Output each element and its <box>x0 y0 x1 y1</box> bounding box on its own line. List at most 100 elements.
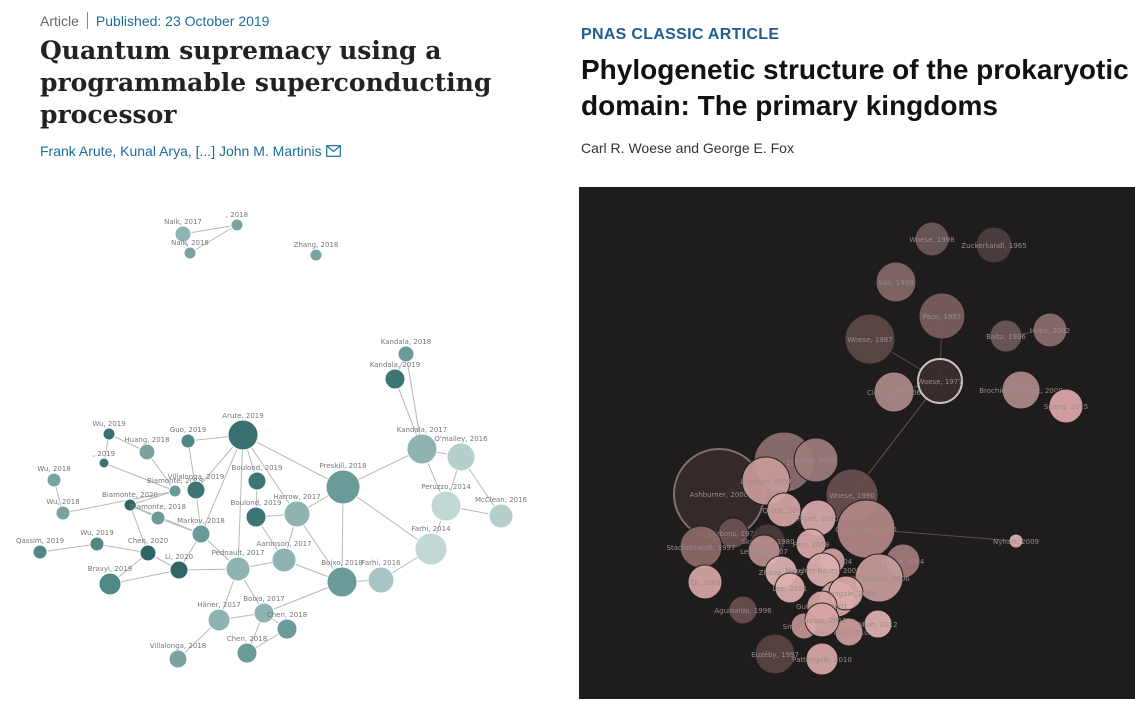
network-node[interactable]: Nyhart, 2009 <box>993 533 1039 549</box>
node-circle[interactable] <box>207 608 231 632</box>
node-circle[interactable] <box>367 566 395 594</box>
node-circle[interactable] <box>174 225 192 243</box>
network-node[interactable]: Wu, 2018 <box>37 465 71 488</box>
node-circle[interactable] <box>55 505 71 521</box>
node-circle[interactable] <box>989 319 1023 353</box>
network-node[interactable]: Kandala, 2019 <box>370 361 420 390</box>
network-node[interactable]: Chen, 2018 <box>267 611 307 640</box>
network-node[interactable]: Huang, 2018 <box>124 436 170 461</box>
network-node[interactable]: Gibbons, 1978 <box>708 517 759 549</box>
node-circle[interactable] <box>98 572 122 596</box>
node-circle[interactable] <box>488 503 514 529</box>
network-node[interactable]: Markov, 2018 <box>177 517 225 544</box>
node-circle[interactable] <box>863 609 893 639</box>
node-circle[interactable] <box>975 226 1013 264</box>
network-node[interactable]: Aguinaldo, 1996 <box>714 595 772 625</box>
network-node[interactable]: Ciccarelli, 2006 <box>867 371 922 413</box>
node-circle[interactable] <box>283 500 311 528</box>
network-node[interactable]: Farhi, 2014 <box>411 525 451 566</box>
network-node[interactable]: Boulond, 2019 <box>232 464 283 491</box>
network-node[interactable]: Wu, 2019 <box>80 529 114 552</box>
network-node[interactable]: Pace, 1997 <box>918 292 966 340</box>
network-node[interactable]: Preskill, 2018 <box>320 462 367 505</box>
network-node[interactable]: Lagesen, 2007 <box>740 456 792 506</box>
node-circle[interactable] <box>918 292 966 340</box>
node-circle[interactable] <box>754 633 796 675</box>
node-circle[interactable] <box>1032 312 1068 348</box>
node-circle[interactable] <box>875 261 917 303</box>
node-circle[interactable] <box>168 649 188 669</box>
node-circle[interactable] <box>186 480 206 500</box>
node-circle[interactable] <box>227 419 259 451</box>
citation-network-left[interactable]: Naik, 2017 , 2018 Naik, 2018 Zhang, 2018 Kan… <box>0 200 560 690</box>
network-node[interactable]: Pednault, 2017 <box>212 549 265 582</box>
network-node[interactable]: McClean, 2016 <box>475 496 528 529</box>
network-node[interactable]: Chen, 2020 <box>128 537 168 562</box>
node-circle[interactable] <box>102 427 116 441</box>
node-circle[interactable] <box>805 642 839 676</box>
node-circle[interactable] <box>253 602 275 624</box>
node-circle[interactable] <box>397 345 415 363</box>
node-circle[interactable] <box>834 617 864 647</box>
network-node[interactable]: Peruzzo, 2014 <box>421 483 471 522</box>
network-node[interactable]: Pattengale, 2010 <box>792 642 852 676</box>
node-circle[interactable] <box>89 536 105 552</box>
network-node[interactable]: Arute, 2019 <box>222 412 264 451</box>
network-node[interactable]: Woese, 1977 <box>917 358 963 404</box>
network-node[interactable]: Quast, 2013 <box>763 492 806 528</box>
node-circle[interactable] <box>446 442 476 472</box>
node-circle[interactable] <box>123 498 137 512</box>
node-circle[interactable] <box>384 368 406 390</box>
network-node[interactable]: Aaronson, 2017 <box>256 540 312 573</box>
network-node[interactable]: Marchler-Bauer, 2009 <box>785 552 861 588</box>
node-circle[interactable] <box>687 564 723 600</box>
network-node[interactable]: Zil, 2009 <box>687 564 723 600</box>
node-circle[interactable] <box>414 532 448 566</box>
network-node[interactable]: Villalonga, 2018 <box>150 642 206 669</box>
node-circle[interactable] <box>236 642 258 664</box>
node-circle[interactable] <box>406 433 438 465</box>
network-node[interactable]: Wu, 2019 <box>92 420 126 441</box>
node-circle[interactable] <box>169 560 189 580</box>
node-circle[interactable] <box>247 471 267 491</box>
node-circle[interactable] <box>326 566 358 598</box>
node-circle[interactable] <box>917 358 963 404</box>
node-circle[interactable] <box>183 246 197 260</box>
network-node[interactable]: Lee, 2001 <box>773 572 808 604</box>
node-circle[interactable] <box>230 218 244 232</box>
network-node[interactable]: Häner, 2017 <box>197 601 241 632</box>
node-circle[interactable] <box>325 469 361 505</box>
node-circle[interactable] <box>804 602 840 638</box>
node-circle[interactable] <box>225 556 251 582</box>
network-node[interactable]: Boulond, 2019 <box>231 499 282 528</box>
node-circle[interactable] <box>774 572 806 604</box>
network-node[interactable]: Euzéby, 1997 <box>751 633 799 675</box>
node-circle[interactable] <box>793 437 839 483</box>
network-node[interactable]: Biamonte, 2018 <box>130 503 186 526</box>
pnas-article-title[interactable]: Phylogenetic structure of the prokaryoti… <box>581 52 1135 124</box>
node-circle[interactable] <box>276 618 298 640</box>
nature-authors-link[interactable]: Frank Arute, Kunal Arya, [...] John M. M… <box>40 143 322 159</box>
node-circle[interactable] <box>1001 370 1041 410</box>
node-circle[interactable] <box>309 248 323 262</box>
envelope-icon[interactable] <box>325 145 341 157</box>
node-circle[interactable] <box>271 547 297 573</box>
node-circle[interactable] <box>741 456 791 506</box>
network-node[interactable]: Kandala, 2017 <box>397 426 447 465</box>
network-node[interactable]: Biamonte, 2020 <box>102 491 158 512</box>
network-node[interactable]: Farhi, 2016 <box>361 559 401 594</box>
network-node[interactable]: Biamonte, 2018 <box>147 477 203 498</box>
node-circle[interactable] <box>717 517 749 549</box>
node-circle[interactable] <box>98 457 110 469</box>
citation-network-right[interactable]: Woese, 1998 Zuckerkandl, 1965 Sali, 1999 Pa… <box>579 187 1135 699</box>
network-node[interactable]: Kandala, 2018 <box>381 338 431 363</box>
network-node[interactable]: Villalonga, 2019 <box>168 473 224 500</box>
network-node[interactable]: Spang, 2015 <box>1044 388 1088 424</box>
node-circle[interactable] <box>46 472 62 488</box>
network-node[interactable]: Zhang, 2018 <box>294 241 339 262</box>
node-circle[interactable] <box>191 524 211 544</box>
node-circle[interactable] <box>32 544 48 560</box>
network-node[interactable]: Chen, 2018 <box>227 635 267 664</box>
node-circle[interactable] <box>914 221 950 257</box>
network-node[interactable]: Guo, 2019 <box>170 426 206 449</box>
